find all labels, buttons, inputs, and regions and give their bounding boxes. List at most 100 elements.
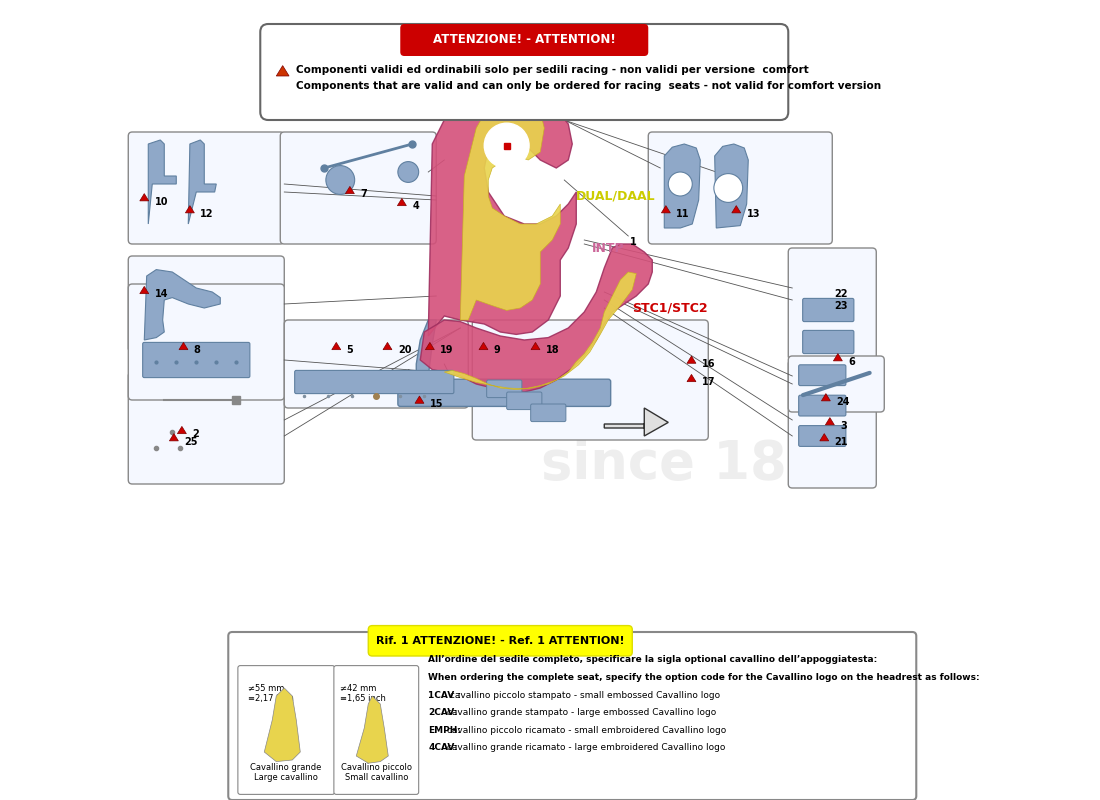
Polygon shape (276, 66, 289, 76)
Text: 15: 15 (430, 399, 443, 409)
Circle shape (669, 172, 692, 196)
FancyBboxPatch shape (507, 392, 542, 410)
FancyBboxPatch shape (789, 356, 884, 412)
Text: All’ordine del sedile completo, specificare la sigla optional cavallino dell’app: All’ordine del sedile completo, specific… (428, 655, 878, 665)
Text: cavallino grande stampato - large embossed Cavallino logo: cavallino grande stampato - large emboss… (444, 708, 716, 718)
Text: STC1/STC2: STC1/STC2 (632, 302, 708, 314)
Circle shape (398, 162, 419, 182)
Text: 2CAV:: 2CAV: (428, 708, 458, 718)
Polygon shape (531, 342, 540, 350)
Polygon shape (177, 426, 186, 434)
Polygon shape (732, 206, 740, 213)
FancyBboxPatch shape (143, 342, 250, 378)
Text: Rif. 1 ATTENZIONE! - Ref. 1 ATTENTION!: Rif. 1 ATTENZIONE! - Ref. 1 ATTENTION! (376, 636, 625, 646)
Circle shape (484, 123, 529, 168)
FancyBboxPatch shape (803, 330, 854, 354)
Polygon shape (688, 374, 696, 382)
FancyBboxPatch shape (472, 320, 708, 440)
Text: 24: 24 (836, 397, 850, 406)
Text: 20: 20 (398, 346, 411, 355)
Polygon shape (444, 272, 636, 390)
Polygon shape (664, 144, 701, 228)
Text: INTP: INTP (592, 242, 625, 254)
Polygon shape (661, 206, 670, 213)
FancyBboxPatch shape (129, 372, 284, 484)
Polygon shape (148, 140, 176, 224)
FancyBboxPatch shape (400, 24, 648, 56)
FancyBboxPatch shape (799, 365, 846, 386)
Text: 13: 13 (747, 209, 760, 218)
FancyBboxPatch shape (129, 132, 284, 244)
FancyBboxPatch shape (280, 132, 437, 244)
Text: 10: 10 (155, 197, 168, 206)
FancyBboxPatch shape (334, 666, 419, 794)
Polygon shape (478, 342, 488, 350)
Polygon shape (820, 434, 828, 441)
Text: ATTENZIONE! - ATTENTION!: ATTENZIONE! - ATTENTION! (433, 33, 616, 46)
FancyBboxPatch shape (261, 24, 789, 120)
Polygon shape (825, 418, 835, 425)
Text: passion: passion (481, 397, 648, 435)
FancyBboxPatch shape (648, 132, 833, 244)
Text: 23: 23 (834, 301, 847, 310)
FancyBboxPatch shape (284, 320, 469, 408)
Polygon shape (397, 198, 406, 206)
Polygon shape (415, 396, 424, 403)
FancyBboxPatch shape (799, 426, 846, 446)
Polygon shape (169, 434, 178, 441)
FancyBboxPatch shape (129, 284, 284, 400)
Text: 11: 11 (676, 209, 690, 218)
Text: 2: 2 (192, 430, 199, 439)
Text: 1CAV :: 1CAV : (428, 690, 461, 700)
Polygon shape (416, 320, 437, 384)
Text: 21: 21 (835, 437, 848, 446)
Text: 4CAV:: 4CAV: (428, 743, 458, 753)
Text: 7: 7 (361, 190, 367, 199)
Text: 16: 16 (702, 359, 715, 369)
Text: 18: 18 (546, 346, 560, 355)
Text: 1: 1 (630, 237, 637, 246)
FancyBboxPatch shape (398, 379, 610, 406)
FancyBboxPatch shape (368, 626, 632, 656)
Polygon shape (188, 140, 217, 224)
Text: DUAL/DAAL: DUAL/DAAL (576, 190, 656, 202)
Text: When ordering the complete seat, specify the option code for the Cavallino logo : When ordering the complete seat, specify… (428, 673, 980, 682)
Text: 19: 19 (440, 346, 454, 355)
FancyBboxPatch shape (789, 248, 877, 360)
Text: 17: 17 (702, 378, 715, 387)
FancyBboxPatch shape (295, 370, 454, 394)
Polygon shape (383, 342, 392, 350)
Polygon shape (179, 342, 188, 350)
Text: 12: 12 (200, 209, 213, 218)
Polygon shape (688, 356, 696, 363)
Polygon shape (426, 342, 434, 350)
Text: Componenti validi ed ordinabili solo per sedili racing - non validi per versione: Componenti validi ed ordinabili solo per… (296, 65, 808, 74)
Polygon shape (332, 342, 341, 350)
Polygon shape (140, 194, 148, 201)
Polygon shape (420, 244, 652, 392)
Polygon shape (264, 688, 300, 762)
Text: EMPH:: EMPH: (428, 726, 461, 735)
Polygon shape (822, 394, 830, 401)
Text: cavallino piccolo ricamato - small embroidered Cavallino logo: cavallino piccolo ricamato - small embro… (444, 726, 726, 735)
Text: since 1885: since 1885 (541, 438, 860, 490)
Text: 9: 9 (494, 346, 501, 355)
Text: Cavallino grande
Large cavallino: Cavallino grande Large cavallino (250, 763, 321, 782)
FancyBboxPatch shape (530, 404, 565, 422)
FancyBboxPatch shape (229, 632, 916, 800)
FancyBboxPatch shape (129, 256, 284, 352)
FancyBboxPatch shape (789, 360, 877, 488)
Text: cavallino grande ricamato - large embroidered Cavallino logo: cavallino grande ricamato - large embroi… (444, 743, 726, 753)
Text: ≠55 mm
≡2,17 inch: ≠55 mm ≡2,17 inch (249, 684, 294, 703)
Text: 5: 5 (346, 346, 353, 355)
Text: 6: 6 (848, 357, 855, 366)
FancyArrowPatch shape (803, 373, 870, 395)
Polygon shape (834, 354, 843, 361)
Polygon shape (715, 144, 748, 228)
Polygon shape (460, 92, 560, 320)
Polygon shape (140, 286, 148, 294)
Circle shape (326, 166, 354, 194)
Polygon shape (345, 186, 354, 194)
Text: 4: 4 (412, 202, 419, 211)
Text: ≠42 mm
≡1,65 inch: ≠42 mm ≡1,65 inch (340, 684, 386, 703)
